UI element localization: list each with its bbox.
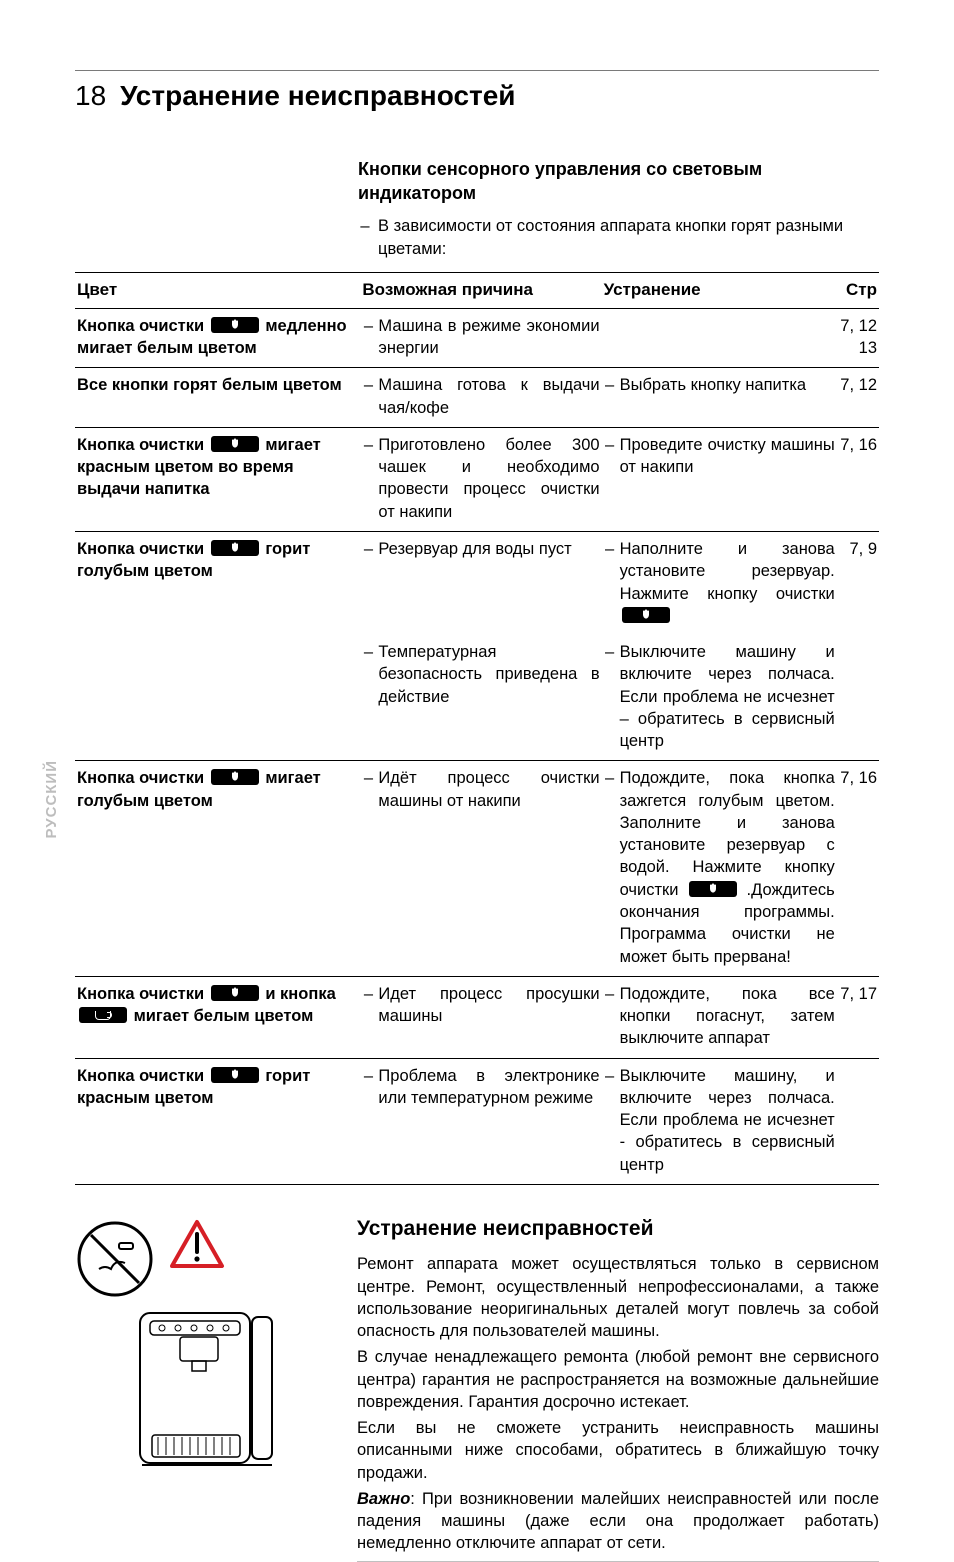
bottom-p3: Если вы не сможете устранить неисправнос… bbox=[357, 1417, 879, 1484]
warning-icon bbox=[169, 1219, 225, 1269]
bottom-p1: Ремонт аппарата может осуществляться тол… bbox=[357, 1253, 879, 1342]
col-cause: –Идёт процесс очистки машины от накипи bbox=[360, 761, 601, 976]
no-repair-icon bbox=[75, 1219, 155, 1299]
drop-icon bbox=[211, 436, 259, 452]
th-page: Стр bbox=[837, 272, 879, 308]
important-label: Важно bbox=[357, 1490, 410, 1508]
page-title: Устранение неисправностей bbox=[120, 77, 515, 115]
col-page: 7, 16 bbox=[837, 761, 879, 976]
cup-icon bbox=[79, 1007, 127, 1023]
drop-icon bbox=[211, 540, 259, 556]
col-color: Все кнопки горят белым цветом bbox=[75, 368, 360, 428]
col-fix: –Проведите очистку машины от накипи bbox=[602, 427, 837, 531]
col-fix: –Подождите, пока все кнопки погаснут, за… bbox=[602, 976, 837, 1058]
th-fix: Устранение bbox=[602, 272, 837, 308]
col-fix: –Выбрать кнопку напитка bbox=[602, 368, 837, 428]
col-color: Кнопка очистки мигает красным цветом во … bbox=[75, 427, 360, 531]
drop-icon bbox=[689, 881, 737, 897]
bottom-p2: В случае ненадлежащего ремонта (любой ре… bbox=[357, 1346, 879, 1413]
col-fix: –Выключите машину и включите через полча… bbox=[602, 635, 837, 761]
drop-icon bbox=[211, 769, 259, 785]
page-number: 18 bbox=[75, 77, 106, 115]
intro-text: В зависимости от состояния аппарата кноп… bbox=[378, 215, 879, 260]
intro-line: – В зависимости от состояния аппарата кн… bbox=[358, 215, 879, 260]
col-cause: –Машина готова к выдачи чая/кофе bbox=[360, 368, 601, 428]
table-row: Кнопка очистки мигает красным цветом во … bbox=[75, 427, 879, 531]
drop-icon bbox=[211, 317, 259, 333]
table-row: Кнопка очистки горит красным цветом–Проб… bbox=[75, 1058, 879, 1184]
bottom-p4: Важно: При возникновении малейших неиспр… bbox=[357, 1488, 879, 1555]
col-fix bbox=[602, 308, 837, 368]
troubleshoot-table: Цвет Возможная причина Устранение Стр Кн… bbox=[75, 272, 879, 1185]
col-fix: –Наполните и занова установите резервуар… bbox=[602, 531, 837, 635]
col-color: Кнопка очистки и кнопка мигает белым цве… bbox=[75, 976, 360, 1058]
table-row: Кнопка очистки горит голубым цветом–Резе… bbox=[75, 531, 879, 635]
table-row: –Температурная безопасность приведена в … bbox=[75, 635, 879, 761]
col-page bbox=[837, 1058, 879, 1184]
th-color: Цвет bbox=[75, 272, 360, 308]
col-page: 7, 17 bbox=[837, 976, 879, 1058]
language-tab: РУССКИЙ bbox=[42, 760, 62, 839]
bottom-heading: Устранение неисправностей bbox=[357, 1215, 879, 1243]
col-page: 7, 16 bbox=[837, 427, 879, 531]
col-cause: –Проблема в электронике или температурно… bbox=[360, 1058, 601, 1184]
table-row: Кнопка очистки медленно мигает белым цве… bbox=[75, 308, 879, 368]
col-fix: –Выключите машину, и включите через полч… bbox=[602, 1058, 837, 1184]
bottom-text: Устранение неисправностей Ремонт аппарат… bbox=[357, 1215, 879, 1562]
illustration-block bbox=[75, 1215, 329, 1562]
col-page: 7, 9 bbox=[837, 531, 879, 635]
table-row: Все кнопки горят белым цветом–Машина гот… bbox=[75, 368, 879, 428]
col-color bbox=[75, 635, 360, 761]
col-cause: –Температурная безопасность приведена в … bbox=[360, 635, 601, 761]
page-header: 18 Устранение неисправностей bbox=[75, 77, 879, 115]
subheading: Кнопки сенсорного управления со световым… bbox=[358, 159, 762, 203]
col-cause: –Машина в режиме экономии энергии bbox=[360, 308, 601, 368]
table-row: Кнопка очистки мигает голубым цветом–Идё… bbox=[75, 761, 879, 976]
col-page: 7, 12 13 bbox=[837, 308, 879, 368]
col-color: Кнопка очистки горит голубым цветом bbox=[75, 531, 360, 635]
machine-icon bbox=[122, 1303, 282, 1483]
col-color: Кнопка очистки медленно мигает белым цве… bbox=[75, 308, 360, 368]
col-cause: –Приготовлено более 300 чашек и необходи… bbox=[360, 427, 601, 531]
col-fix: –Подождите, пока кнопка зажгется голубым… bbox=[602, 761, 837, 976]
col-cause: –Резервуар для воды пуст bbox=[360, 531, 601, 635]
col-color: Кнопка очистки горит красным цветом bbox=[75, 1058, 360, 1184]
th-cause: Возможная причина bbox=[360, 272, 601, 308]
col-color: Кнопка очистки мигает голубым цветом bbox=[75, 761, 360, 976]
table-row: Кнопка очистки и кнопка мигает белым цве… bbox=[75, 976, 879, 1058]
drop-icon bbox=[622, 607, 670, 623]
col-page bbox=[837, 635, 879, 761]
col-page: 7, 12 bbox=[837, 368, 879, 428]
drop-icon bbox=[211, 1067, 259, 1083]
drop-icon bbox=[211, 985, 259, 1001]
col-cause: –Идет процесс просушки машины bbox=[360, 976, 601, 1058]
